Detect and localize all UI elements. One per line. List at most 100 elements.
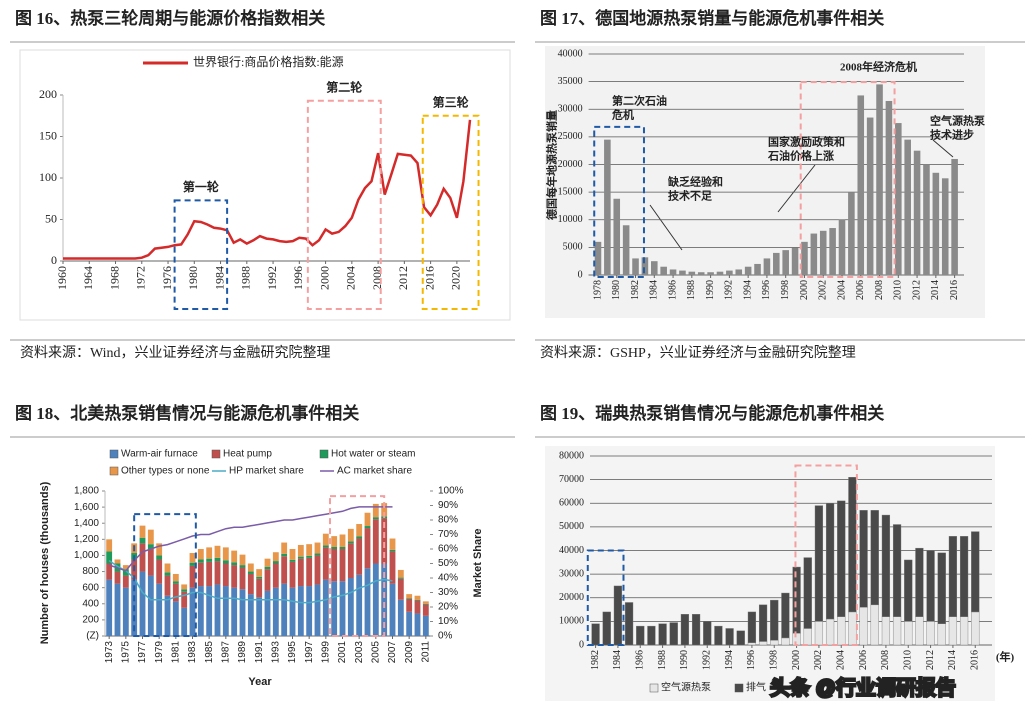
x-tick-label: 1998 — [780, 280, 791, 300]
bar — [791, 247, 799, 275]
bar — [866, 117, 874, 275]
x-tick-label: 2014 — [930, 280, 941, 300]
bar-segment — [189, 553, 196, 563]
bar-segment — [181, 589, 188, 592]
arrow — [932, 139, 954, 158]
bar-segment — [222, 547, 229, 561]
y2-tick-label: 40% — [438, 573, 458, 584]
x-tick-label: 2012 — [911, 280, 922, 300]
bar-segment — [172, 601, 179, 636]
annotation: 第二次石油 — [612, 94, 667, 108]
bar-segment — [206, 558, 213, 562]
x-tick-label: 2000 — [317, 266, 331, 290]
bar-segment — [239, 554, 246, 566]
bar-segment — [372, 503, 379, 518]
highlight-box — [586, 549, 625, 646]
y-tick-label: 400 — [82, 598, 99, 609]
y-tick-label: 1,800 — [74, 486, 99, 497]
x-tick-label: 1977 — [137, 641, 148, 664]
bar-segment — [256, 597, 263, 636]
y-tick-label: 30000 — [559, 568, 584, 579]
bar-segment — [422, 601, 429, 604]
bar-segment — [181, 607, 188, 636]
highlight-box — [593, 125, 645, 279]
bar-segment — [792, 632, 801, 646]
y-tick-label: 70000 — [559, 474, 584, 485]
bar-segment — [703, 621, 712, 646]
bar — [773, 252, 780, 275]
bar — [735, 269, 743, 275]
bar-segment — [837, 500, 846, 617]
bar-segment — [926, 621, 935, 646]
y2-tick-label: 70% — [438, 529, 458, 540]
bar-segment — [281, 556, 288, 584]
bar — [641, 257, 649, 275]
y2-tick-label: 10% — [438, 616, 458, 627]
bar-segment — [636, 625, 645, 646]
bar — [697, 272, 705, 275]
y-tick-label: 30000 — [558, 104, 583, 115]
y-tick-label: 80000 — [559, 450, 584, 461]
bar-segment — [414, 613, 421, 636]
annotation: 技术进步 — [930, 128, 974, 142]
bar-segment — [222, 563, 229, 587]
bar — [763, 258, 771, 275]
x-tick-label: 1997 — [304, 641, 315, 664]
charts: 图 16、热泵三轮周期与能源价格指数相关资料来源：Wind，兴业证券经济与金融研… — [15, 8, 1014, 701]
bar-segment — [422, 615, 429, 636]
legend-label: Heat pump — [223, 449, 272, 460]
x-tick-label: 1980 — [611, 280, 622, 300]
bar — [632, 258, 639, 275]
bar-segment — [971, 531, 980, 613]
x-tick-label: 1992 — [702, 650, 713, 670]
bar-segment — [658, 623, 667, 646]
bar-segment — [156, 583, 163, 636]
bar-segment — [397, 577, 404, 579]
x-tick-label: 2004 — [836, 650, 847, 670]
annotation: 2008年经济危机 — [840, 60, 917, 74]
x-tick-label: 1988 — [239, 266, 253, 290]
x-tick-label: 2000 — [791, 650, 802, 670]
bar-segment — [792, 566, 801, 634]
arrows — [649, 139, 954, 251]
bar — [651, 261, 658, 275]
bar-segment — [231, 550, 238, 563]
x-tick-label: 1968 — [107, 266, 121, 290]
bar — [810, 233, 818, 275]
bar-segment — [239, 567, 246, 590]
bar-segment — [114, 559, 121, 564]
bar-segment — [156, 559, 163, 584]
bar-segment — [397, 578, 404, 600]
bar — [941, 178, 949, 275]
bar-segment — [231, 587, 238, 636]
bar — [951, 158, 958, 275]
x-tick-label: 1996 — [291, 266, 305, 290]
bar-segment — [680, 614, 690, 646]
bar-segment — [272, 552, 279, 562]
y-axis-title: 德国每年地源热泵销量 — [545, 110, 559, 221]
y-tick-label: 20000 — [558, 159, 583, 170]
bar-segment — [306, 586, 313, 636]
y-tick-label: 10000 — [559, 616, 584, 627]
bar-segment — [406, 611, 413, 636]
x-tick-label: 1978 — [592, 280, 603, 300]
bar-segment — [915, 616, 924, 646]
bar-segment — [297, 586, 304, 636]
bar-segment — [339, 581, 346, 636]
bar — [679, 270, 686, 275]
bar-segment — [364, 526, 371, 529]
bar-segment — [139, 537, 146, 544]
y-tick-label: 1,600 — [74, 502, 99, 513]
bar-segment — [881, 514, 891, 617]
x-tick-label: 2008 — [370, 266, 384, 290]
bar-segment — [289, 549, 296, 560]
bar-segment — [147, 549, 154, 576]
legend-label: AC market share — [337, 466, 412, 477]
bar — [801, 241, 808, 275]
x-tick-label: 1972 — [134, 266, 148, 290]
y-tick-label: 0 — [578, 269, 583, 280]
watermark: 头条 @行业调研报告 — [770, 676, 956, 699]
bar-segment — [837, 616, 846, 646]
bar — [904, 139, 911, 275]
